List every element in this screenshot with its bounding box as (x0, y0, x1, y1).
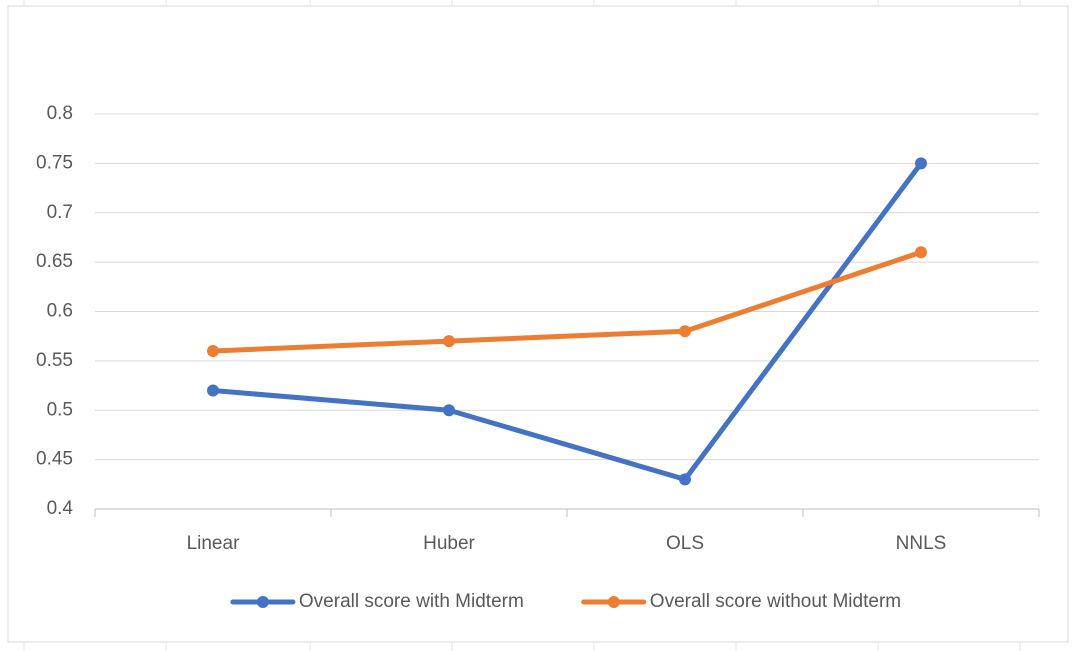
point-marker (443, 335, 455, 348)
x-tick-label: Huber (423, 533, 475, 554)
x-tick-label: OLS (666, 533, 704, 554)
x-tick-label: NNLS (896, 533, 947, 554)
y-tick-label: 0.6 (47, 301, 73, 322)
y-tick-label: 0.75 (36, 152, 73, 173)
legend-label: Overall score with Midterm (299, 591, 524, 612)
legend-entry: Overall score with Midterm (230, 591, 524, 612)
point-marker (915, 246, 927, 259)
y-tick-label: 0.45 (36, 449, 73, 470)
chart-area (7, 5, 1069, 643)
point-marker (207, 345, 219, 357)
y-tick-label: 0.65 (36, 251, 73, 272)
y-tick-label: 0.7 (47, 202, 73, 223)
point-marker (443, 404, 455, 417)
series-line (210, 160, 924, 482)
x-tick-label: Linear (187, 533, 240, 554)
series-line (210, 249, 924, 354)
y-tick-label: 0.4 (47, 498, 74, 519)
y-tick-label: 0.5 (47, 399, 73, 420)
legend-marker (607, 596, 620, 608)
point-marker (915, 157, 927, 170)
legend-marker (256, 596, 269, 608)
point-marker (679, 473, 691, 486)
point-marker (679, 325, 691, 338)
legend-entry: Overall score without Midterm (581, 591, 901, 612)
y-tick-label: 0.8 (47, 103, 73, 124)
y-tick-label: 0.55 (36, 350, 73, 371)
legend-label: Overall score without Midterm (650, 591, 901, 612)
point-marker (207, 384, 219, 397)
